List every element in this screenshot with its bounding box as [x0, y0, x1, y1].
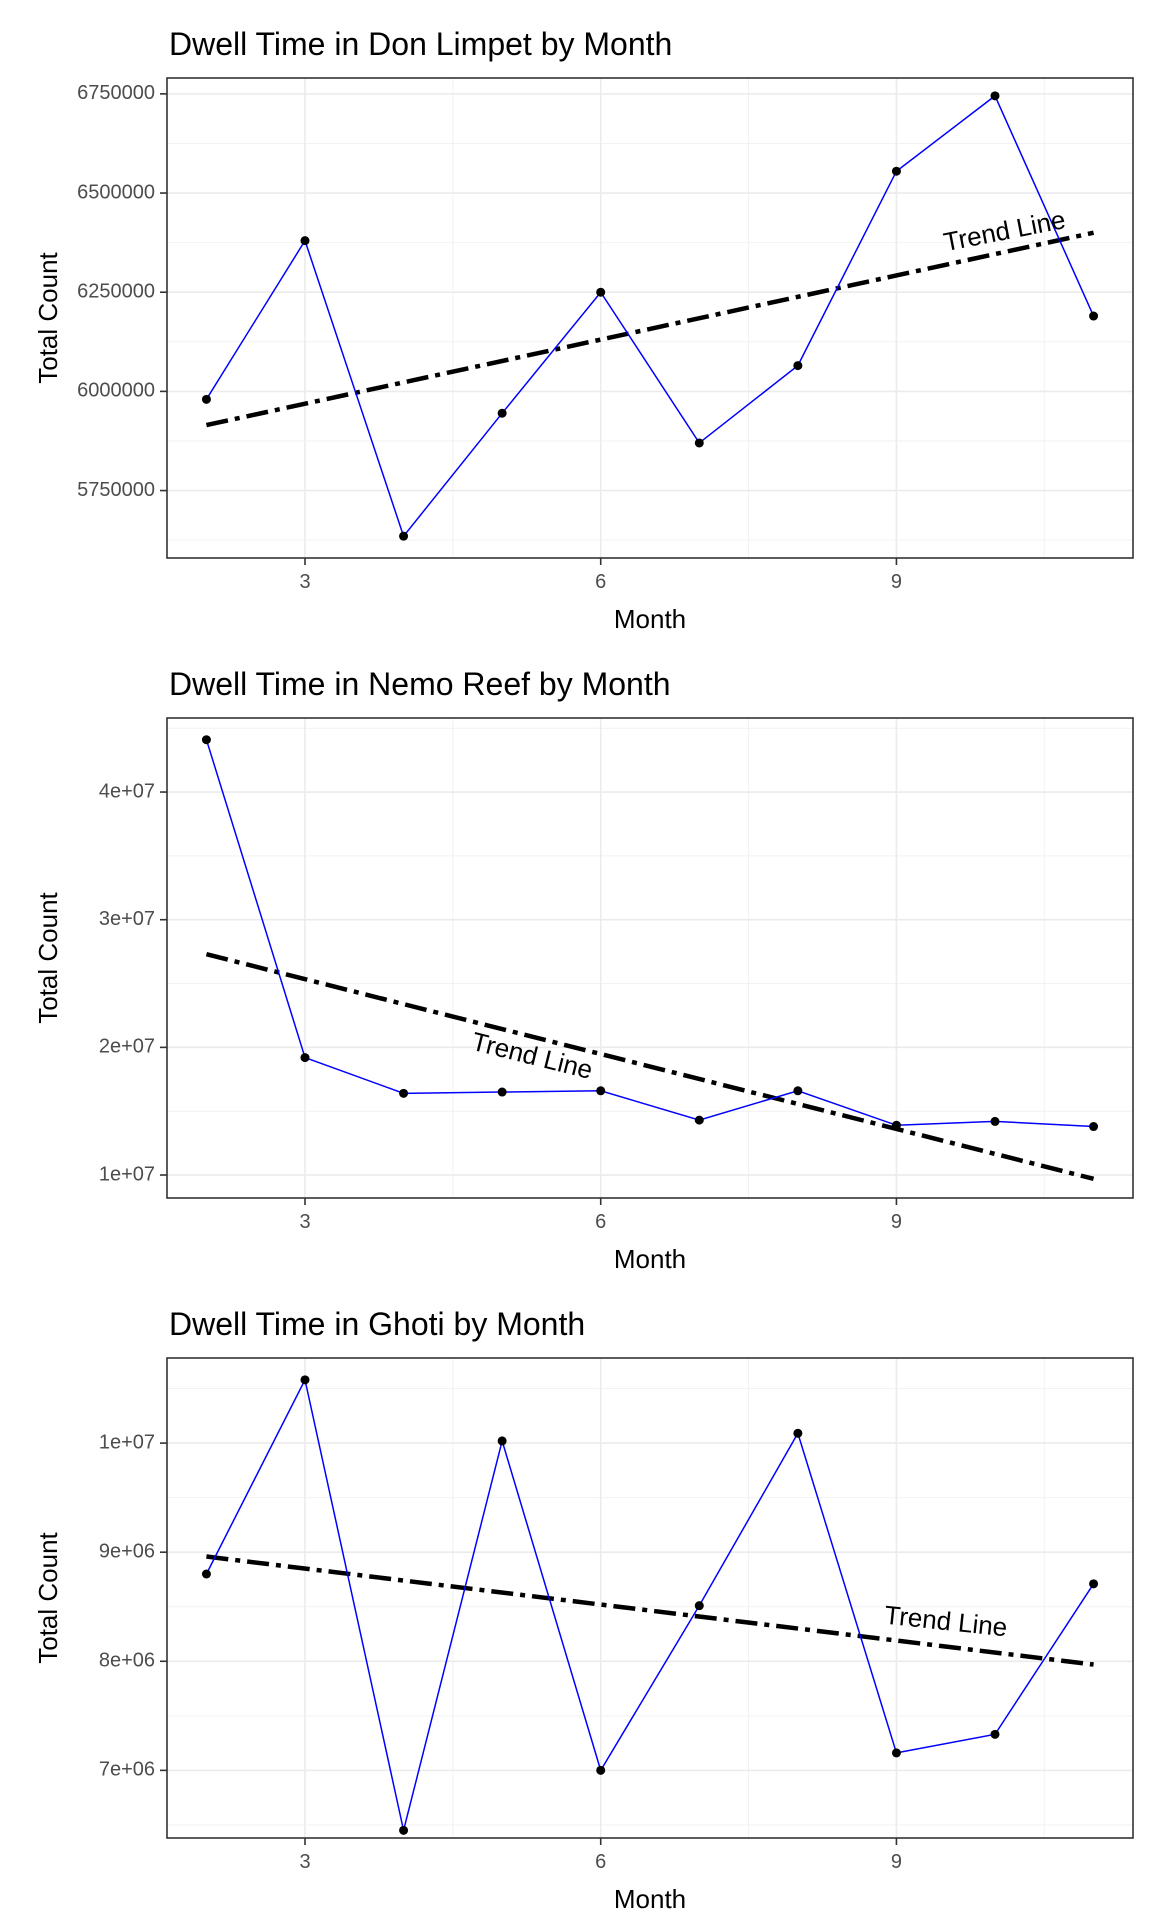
- x-axis-title: Month: [614, 604, 686, 634]
- data-point: [1089, 1122, 1099, 1132]
- x-tick-label: 9: [891, 571, 902, 593]
- series-line: [205, 1377, 1095, 1831]
- plot-background: [167, 78, 1133, 558]
- y-tick-label: 6250000: [77, 280, 155, 302]
- data-point: [793, 1086, 803, 1096]
- data-point: [1089, 311, 1099, 321]
- data-point: [793, 361, 803, 371]
- plot-background: [167, 718, 1133, 1198]
- data-point: [300, 1375, 310, 1385]
- data-point: [497, 1087, 507, 1097]
- data-point: [891, 1120, 901, 1130]
- data-point: [694, 1601, 704, 1611]
- chart-panel-nemo-reef: Trend Line 3 6 9 1e+07 2e+07 3e+07 4e+07 Dwell T…: [0, 640, 1152, 1280]
- data-point: [497, 1436, 507, 1446]
- series-line: [205, 94, 1095, 538]
- data-point: [201, 394, 211, 404]
- trend-line: [205, 951, 1095, 1182]
- chart-panel-ghoti: Trend Line 3 6 9 7e+06 8e+06 9e+06 1e+07 Dwell T…: [0, 1280, 1152, 1920]
- data-point: [694, 1115, 704, 1125]
- data-point: [793, 1428, 803, 1438]
- data-point: [300, 236, 310, 246]
- chart-title: Dwell Time in Don Limpet by Month: [169, 26, 672, 62]
- x-tick-label: 9: [891, 1211, 902, 1233]
- data-point: [201, 735, 211, 745]
- y-tick-label: 1e+07: [99, 1431, 155, 1453]
- trend-line: [205, 230, 1095, 428]
- y-tick-label: 3e+07: [99, 908, 155, 930]
- plot-background: [167, 1358, 1133, 1838]
- y-axis-title: Total Count: [33, 251, 63, 383]
- y-tick-label: 6500000: [77, 181, 155, 203]
- x-tick-label: 3: [299, 1211, 310, 1233]
- y-tick-label: 4e+07: [99, 780, 155, 802]
- data-point: [990, 91, 1000, 101]
- x-tick-label: 6: [595, 1211, 606, 1233]
- data-point: [201, 1569, 211, 1579]
- data-point: [891, 166, 901, 176]
- data-point: [694, 438, 704, 448]
- y-tick-label: 8e+06: [99, 1650, 155, 1672]
- trend-line: [206, 1554, 1094, 1667]
- y-tick-label: 1e+07: [99, 1163, 155, 1185]
- data-point: [399, 1825, 409, 1835]
- plot-border: [166, 77, 1134, 559]
- y-tick-label: 2e+07: [99, 1036, 155, 1058]
- y-tick-label: 9e+06: [99, 1540, 155, 1562]
- y-tick-label: 6750000: [77, 82, 155, 104]
- data-point: [1089, 1579, 1099, 1589]
- y-tick-label: 6000000: [77, 380, 155, 402]
- x-tick-label: 3: [299, 1851, 310, 1873]
- data-point: [990, 1116, 1000, 1126]
- data-point: [596, 1765, 606, 1775]
- data-point: [399, 1088, 409, 1098]
- chart-title: Dwell Time in Nemo Reef by Month: [169, 666, 671, 702]
- x-tick-label: 9: [891, 1851, 902, 1873]
- series-line: [205, 739, 1094, 1128]
- data-point: [990, 1729, 1000, 1739]
- data-point: [497, 408, 507, 418]
- x-tick-label: 6: [595, 571, 606, 593]
- chart-panel-don-limpet: Trend Line 3 6 9 5750000 6000000 6250000 650000…: [0, 0, 1152, 640]
- y-axis-title: Total Count: [33, 1531, 63, 1663]
- data-point: [891, 1748, 901, 1758]
- x-axis-title: Month: [614, 1884, 686, 1914]
- chart-title: Dwell Time in Ghoti by Month: [169, 1306, 585, 1342]
- plot-border: [166, 1357, 1134, 1839]
- x-tick-label: 3: [299, 571, 310, 593]
- data-point: [300, 1053, 310, 1063]
- plot-border: [166, 717, 1134, 1199]
- data-point: [596, 1086, 606, 1096]
- y-tick-label: 7e+06: [99, 1759, 155, 1781]
- y-tick-label: 5750000: [77, 479, 155, 501]
- x-axis-title: Month: [614, 1244, 686, 1274]
- x-tick-label: 6: [595, 1851, 606, 1873]
- y-axis-title: Total Count: [33, 891, 63, 1023]
- data-point: [399, 531, 409, 541]
- data-point: [596, 287, 606, 297]
